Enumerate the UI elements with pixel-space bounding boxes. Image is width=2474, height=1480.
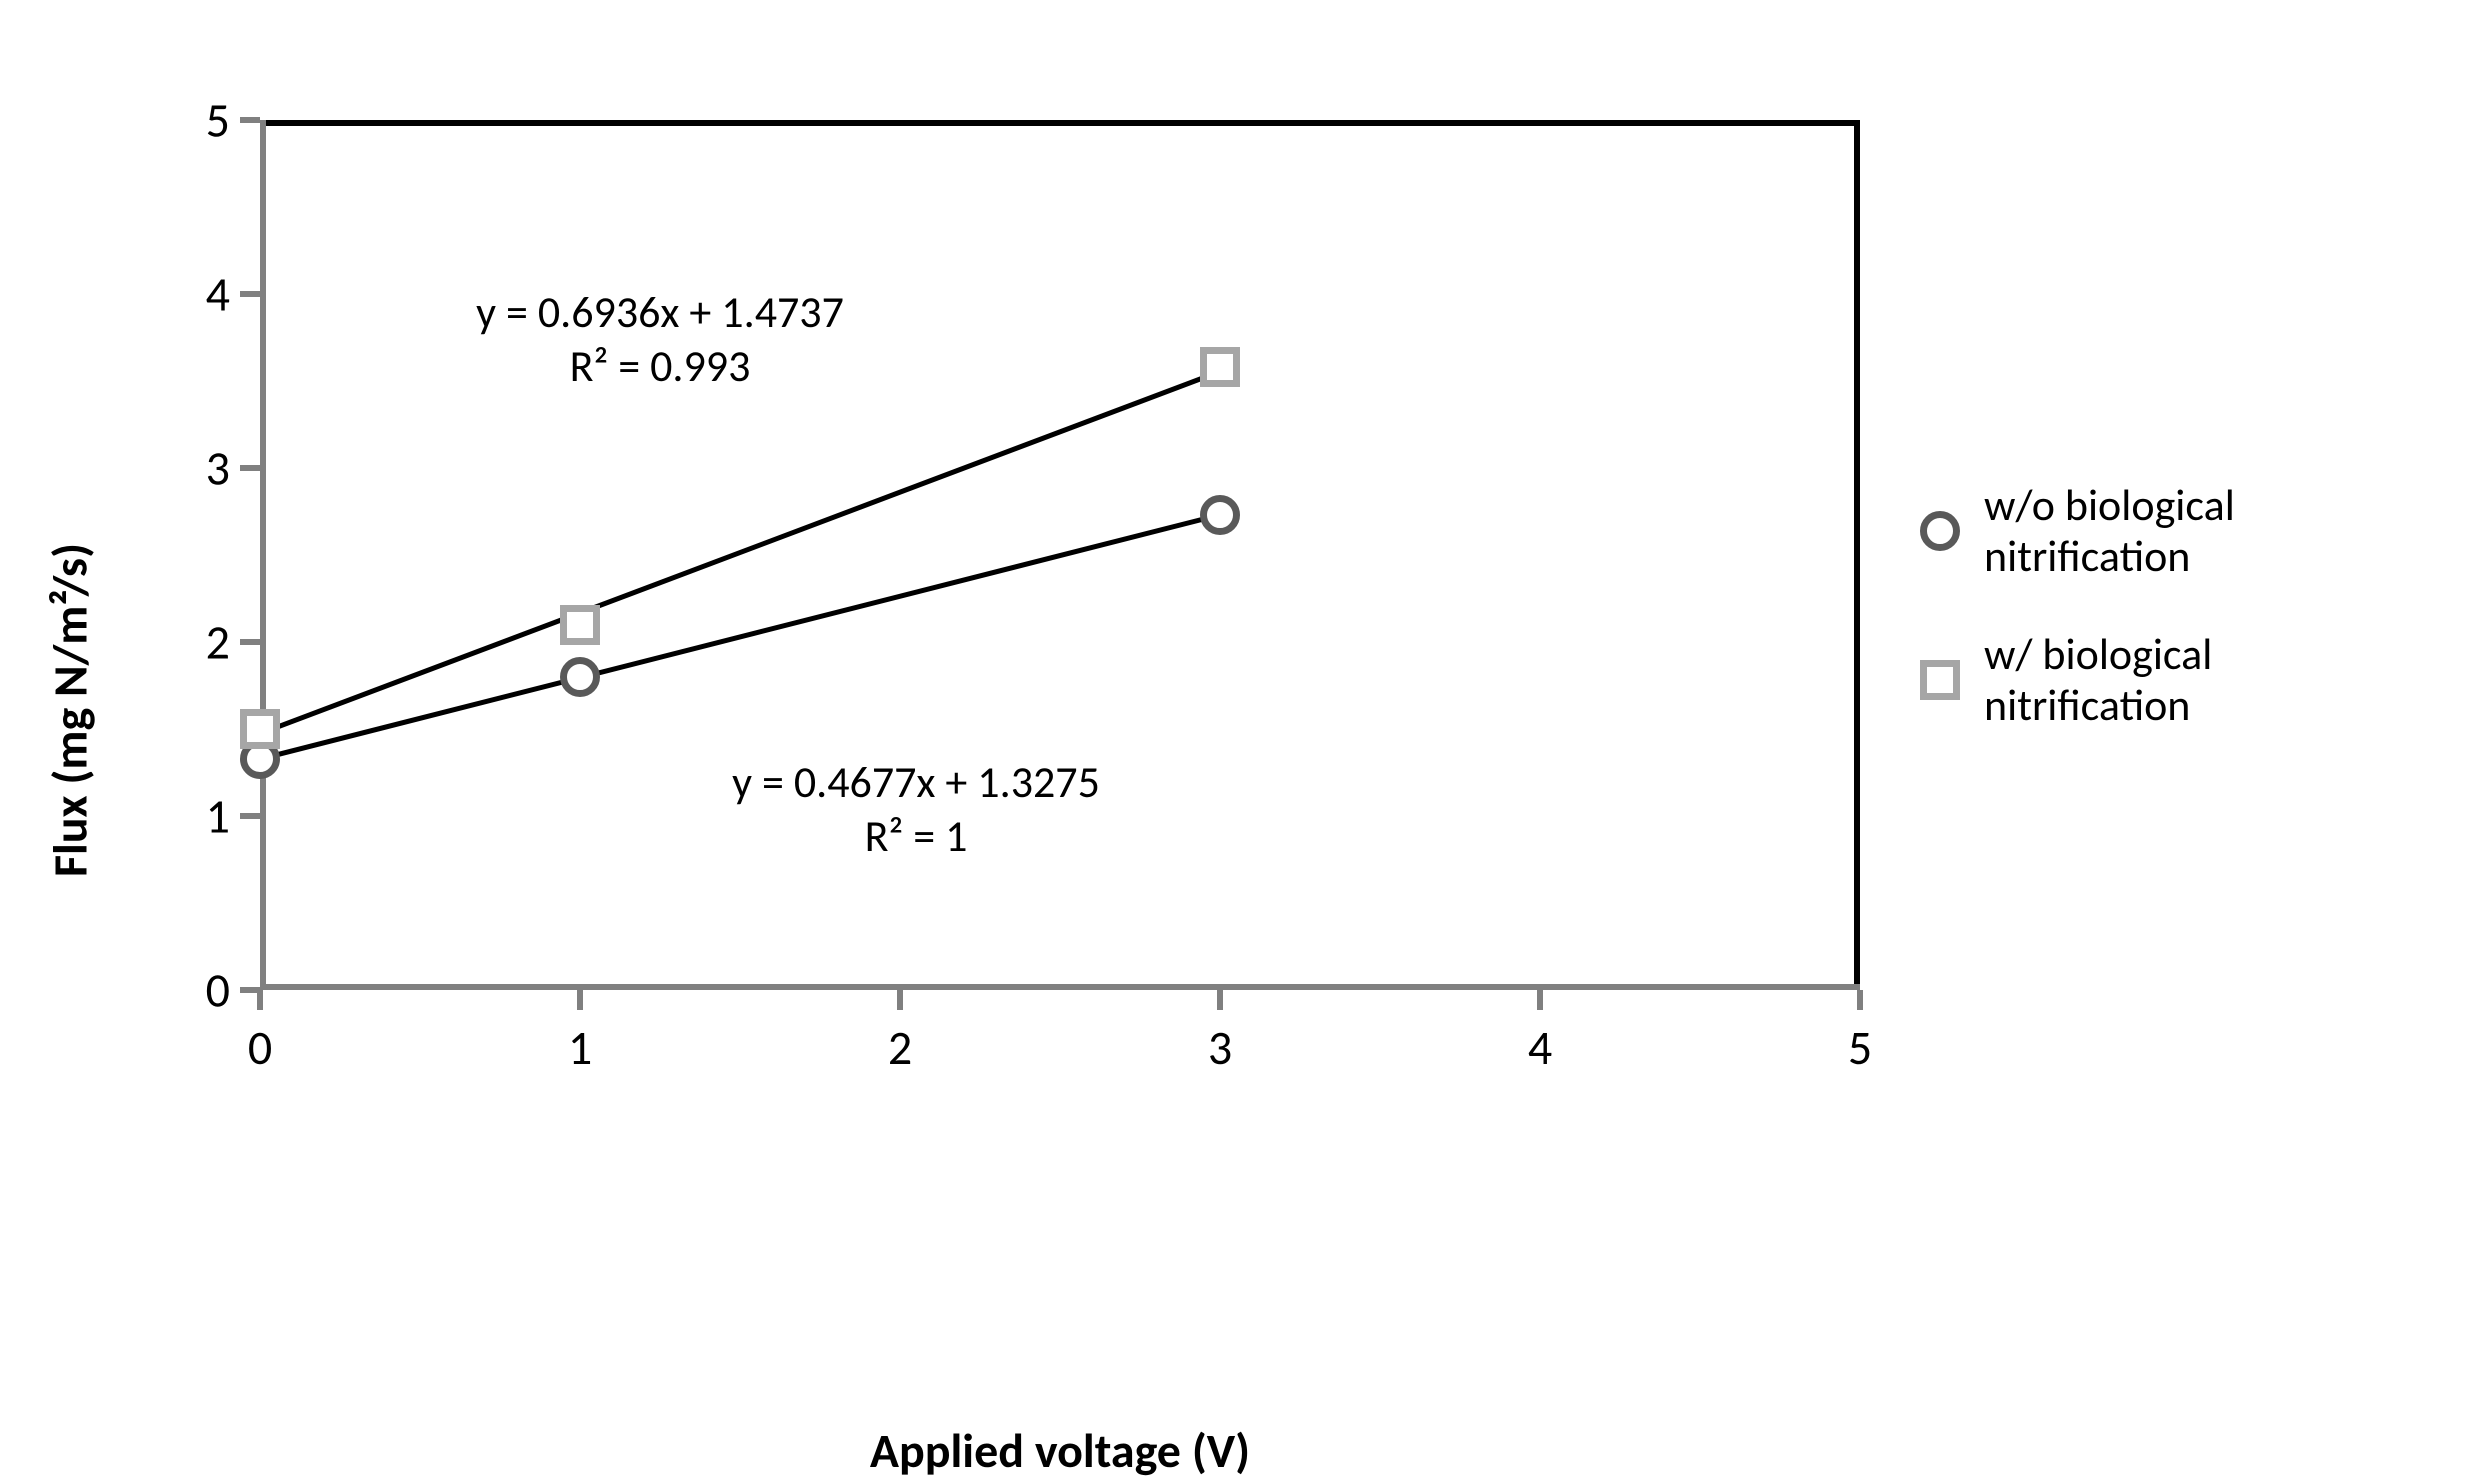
legend-label-line: w/o biological: [1984, 480, 2235, 531]
legend-label: w/ biologicalnitrification: [1984, 629, 2212, 730]
legend-label-line: nitrification: [1984, 680, 2212, 731]
legend: w/o biologicalnitrificationw/ biological…: [1920, 480, 2235, 778]
x-tick-mark: [897, 990, 903, 1010]
y-axis-label: Flux (mg N/m²/s): [41, 543, 100, 877]
square-marker: [240, 709, 280, 749]
r-squared-text: R² = 1: [732, 809, 1100, 863]
circle-icon: [1920, 511, 1960, 551]
x-axis-label: Applied voltage (V): [870, 1421, 1250, 1480]
x-tick-label: 2: [888, 1018, 912, 1077]
circle-marker: [1200, 495, 1240, 535]
x-tick-mark: [257, 990, 263, 1010]
x-tick-label: 0: [248, 1018, 272, 1077]
legend-label-line: w/ biological: [1984, 629, 2212, 680]
equation-annotation: y = 0.6936x + 1.4737R² = 0.993: [476, 285, 844, 393]
y-tick-label: 4: [206, 265, 230, 324]
equation-text: y = 0.6936x + 1.4737: [476, 285, 844, 339]
circle-marker: [560, 657, 600, 697]
plot-area: 012345012345y = 0.6936x + 1.4737R² = 0.9…: [260, 120, 1860, 990]
y-tick-mark: [240, 987, 260, 993]
x-tick-label: 5: [1848, 1018, 1872, 1077]
y-tick-mark: [240, 117, 260, 123]
y-tick-label: 3: [206, 439, 230, 498]
legend-item: w/ biologicalnitrification: [1920, 629, 2235, 730]
legend-item: w/o biologicalnitrification: [1920, 480, 2235, 581]
legend-label: w/o biologicalnitrification: [1984, 480, 2235, 581]
x-tick-label: 4: [1528, 1018, 1552, 1077]
square-marker: [560, 605, 600, 645]
y-tick-label: 5: [206, 91, 230, 150]
r-squared-text: R² = 0.993: [476, 339, 844, 393]
square-icon: [1920, 660, 1960, 700]
y-tick-label: 0: [206, 961, 230, 1020]
equation-text: y = 0.4677x + 1.3275: [732, 755, 1100, 809]
x-tick-label: 1: [568, 1018, 592, 1077]
page: Flux (mg N/m²/s) 012345012345y = 0.6936x…: [0, 0, 2474, 1396]
legend-label-line: nitrification: [1984, 531, 2235, 582]
y-tick-mark: [240, 291, 260, 297]
y-tick-mark: [240, 639, 260, 645]
y-tick-label: 1: [206, 787, 230, 846]
y-tick-label: 2: [206, 613, 230, 672]
x-tick-mark: [1537, 990, 1543, 1010]
x-tick-mark: [577, 990, 583, 1010]
y-tick-mark: [240, 465, 260, 471]
x-tick-mark: [1217, 990, 1223, 1010]
equation-annotation: y = 0.4677x + 1.3275R² = 1: [732, 755, 1100, 863]
y-tick-mark: [240, 813, 260, 819]
square-marker: [1200, 347, 1240, 387]
x-tick-label: 3: [1208, 1018, 1232, 1077]
x-tick-mark: [1857, 990, 1863, 1010]
